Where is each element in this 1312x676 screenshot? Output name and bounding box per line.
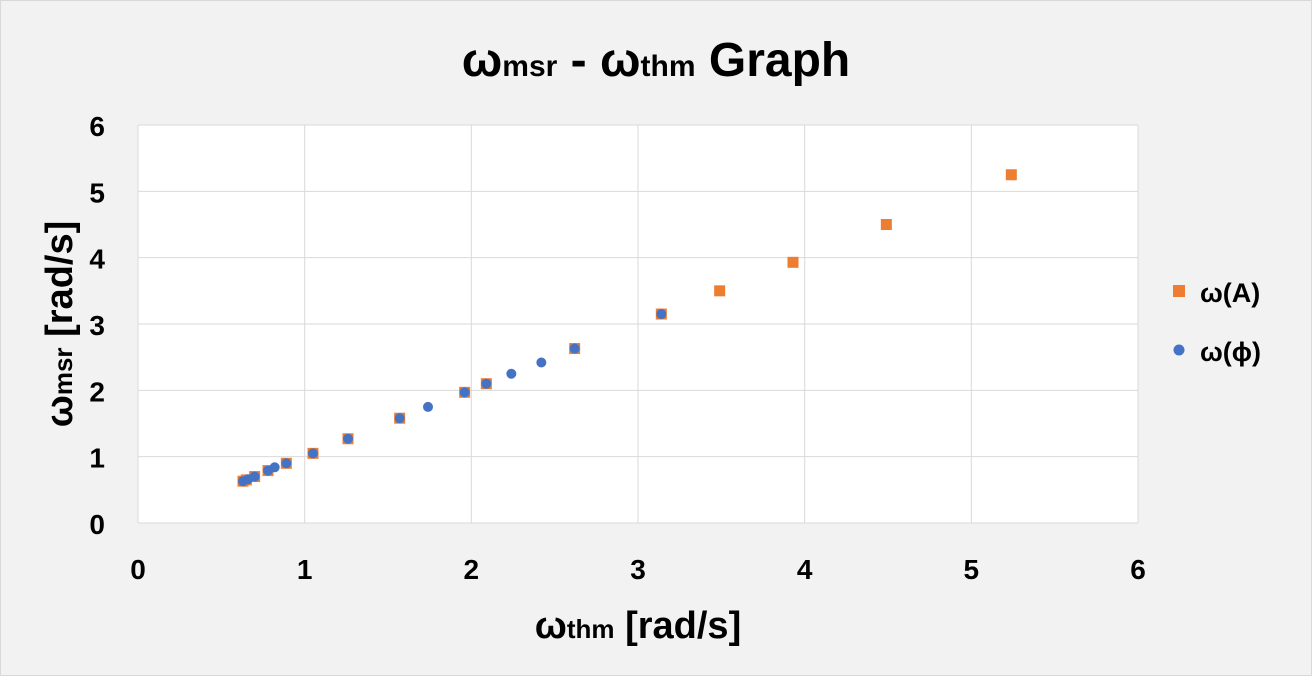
data-point-omega-phi xyxy=(481,378,492,389)
x-tick-label: 5 xyxy=(964,554,980,585)
data-point-omega-phi xyxy=(269,462,280,473)
data-point-omega-phi xyxy=(569,343,580,354)
legend: ω(A) ω(ϕ) xyxy=(1173,278,1261,367)
x-tick-label: 4 xyxy=(797,554,813,585)
y-tick-label: 5 xyxy=(89,177,105,208)
data-point-omega-a xyxy=(1005,169,1017,181)
y-tick-label: 4 xyxy=(89,244,105,275)
data-point-omega-a xyxy=(880,219,892,230)
series-omega-phi xyxy=(238,309,667,487)
y-label-unit: [rad/s] xyxy=(39,221,81,348)
grid-lines xyxy=(137,124,1139,524)
data-point-omega-phi xyxy=(343,433,353,444)
y-label-omega: ω xyxy=(39,395,81,427)
y-axis-label: ωmsr [rad/s] xyxy=(39,221,81,428)
title-mid: - ω xyxy=(557,34,640,87)
legend-label-omega-phi: ω(ϕ) xyxy=(1200,337,1261,367)
legend-label-omega-a: ω(A) xyxy=(1200,278,1260,308)
title-sub-msr: msr xyxy=(502,50,557,83)
x-label-sub: thm xyxy=(567,614,615,644)
title-end: Graph xyxy=(696,34,851,87)
data-point-omega-a xyxy=(714,285,726,297)
data-point-omega-phi xyxy=(423,401,433,412)
data-point-omega-phi xyxy=(249,471,260,482)
y-label-sub: msr xyxy=(48,347,78,395)
data-point-omega-a xyxy=(787,256,799,268)
y-tick-label: 3 xyxy=(89,310,105,341)
y-tick-label: 6 xyxy=(89,111,105,142)
x-tick-label: 6 xyxy=(1130,554,1146,585)
data-point-omega-phi xyxy=(506,368,517,379)
x-tick-label: 0 xyxy=(130,554,146,585)
y-tick-labels: 0 1 2 3 4 5 6 xyxy=(89,111,105,540)
title-omega-1: ω xyxy=(462,34,503,87)
x-axis-label: ωthm [rad/s] xyxy=(535,605,741,647)
y-tick-label: 1 xyxy=(89,443,105,474)
x-label-omega: ω xyxy=(535,605,567,647)
data-point-omega-phi xyxy=(656,309,667,320)
legend-marker-omega-a xyxy=(1173,285,1185,297)
y-tick-label: 0 xyxy=(89,509,105,540)
x-tick-label: 1 xyxy=(297,554,313,585)
title-sub-thm: thm xyxy=(641,50,696,83)
data-point-omega-phi xyxy=(308,448,318,459)
x-tick-label: 2 xyxy=(464,554,480,585)
data-point-omega-phi xyxy=(459,387,470,398)
x-tick-label: 3 xyxy=(630,554,646,585)
x-tick-labels: 0 1 2 3 4 5 6 xyxy=(130,554,1146,585)
chart-title: ωmsr - ωthm Graph xyxy=(462,34,850,87)
y-tick-label: 2 xyxy=(89,376,105,407)
x-label-unit: [rad/s] xyxy=(615,605,742,647)
data-point-omega-phi xyxy=(281,458,292,469)
data-point-omega-phi xyxy=(394,413,405,424)
data-point-omega-phi xyxy=(536,357,547,368)
legend-marker-omega-phi xyxy=(1173,344,1185,356)
